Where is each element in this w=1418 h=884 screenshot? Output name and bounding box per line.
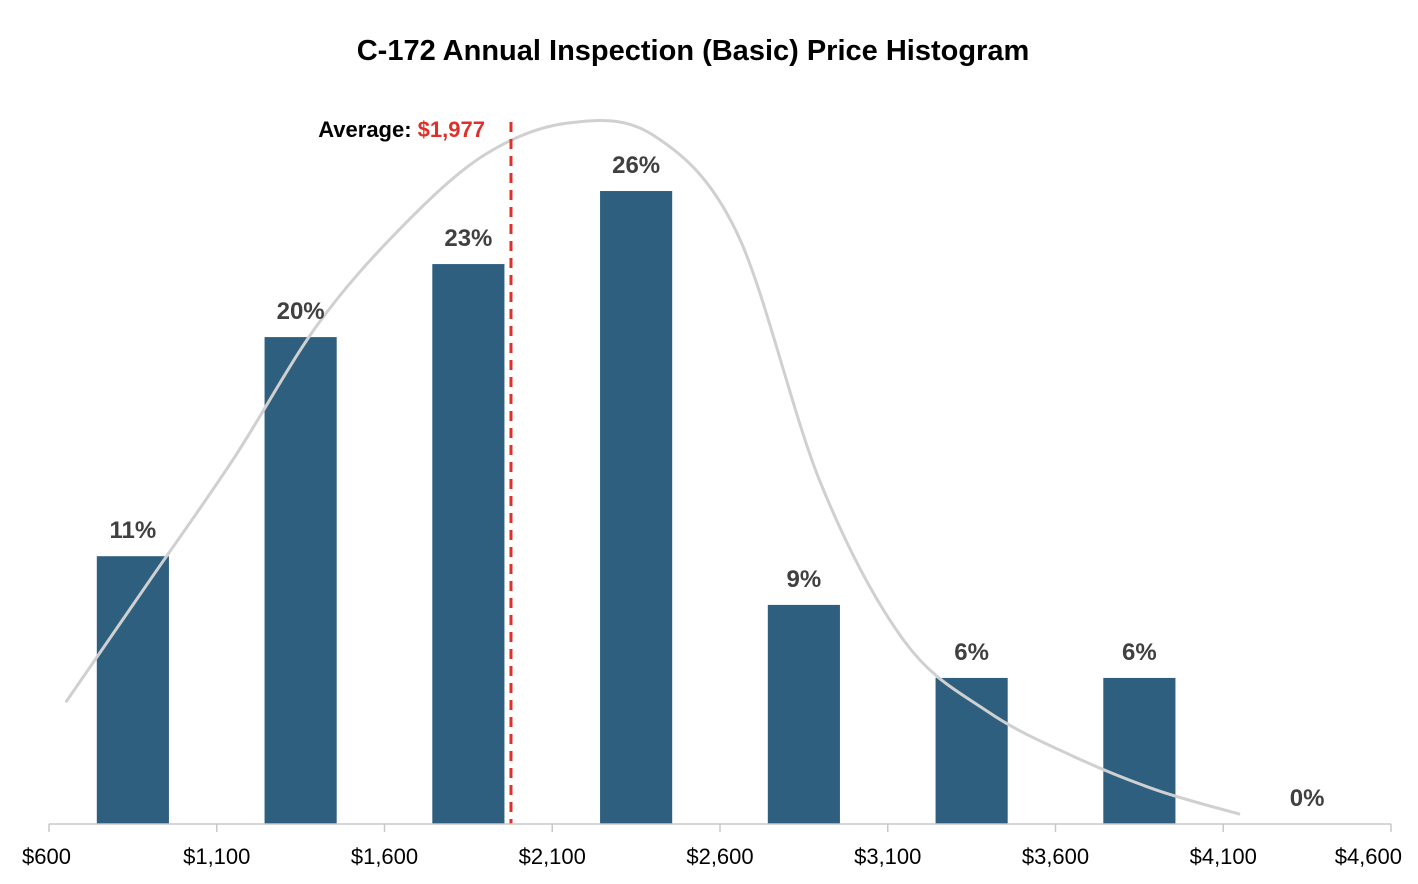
histogram-bar [767,604,840,824]
x-tick-label: $1,600 [351,844,418,869]
chart-title: C-172 Annual Inspection (Basic) Price Hi… [357,35,1030,67]
x-tick-label: $600 [22,844,71,869]
bars-layer [96,191,1176,824]
x-axis: $600 $1,100 $1,600 $2,100 $2,600 $3,100 $3,600… [22,823,1402,869]
average-caption: Average: [318,117,417,142]
bar-data-label: 9% [787,566,822,593]
bar-data-label: 20% [277,298,325,325]
x-tick-label: $4,100 [1190,844,1257,869]
average-annotation: Average: $1,977 [318,117,485,142]
average-layer: Average: $1,977 [318,117,513,824]
bar-data-label: 6% [954,639,989,666]
x-tick-label: $3,600 [1022,844,1089,869]
histogram-bar [600,191,673,824]
x-tick-label: $2,100 [519,844,586,869]
bar-data-label: 0% [1290,785,1325,812]
x-tick-label: $1,100 [183,844,250,869]
data-labels-layer: 11% 20% 23% 26% 9% 6% 6% 0% [110,152,1325,812]
bar-data-label: 6% [1122,639,1157,666]
bar-data-label: 11% [110,517,157,544]
x-tick-label: $4,600 [1335,844,1402,869]
distribution-curve [64,118,1241,816]
histogram-bar [432,264,505,824]
histogram-bar [1103,677,1176,824]
average-value: $1,977 [418,117,485,142]
bar-data-label: 23% [444,225,492,252]
curve-layer [64,118,1241,816]
x-tick-label: $2,600 [686,844,753,869]
bar-data-label: 26% [612,152,660,179]
histogram-bar [264,337,337,824]
histogram-bar [96,556,169,824]
x-tick-label: $3,100 [854,844,921,869]
